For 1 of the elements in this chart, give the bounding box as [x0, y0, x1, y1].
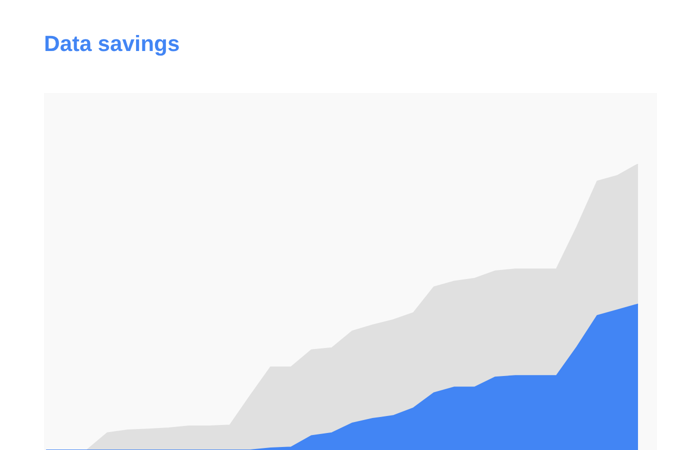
chart-title: Data savings [44, 31, 180, 57]
